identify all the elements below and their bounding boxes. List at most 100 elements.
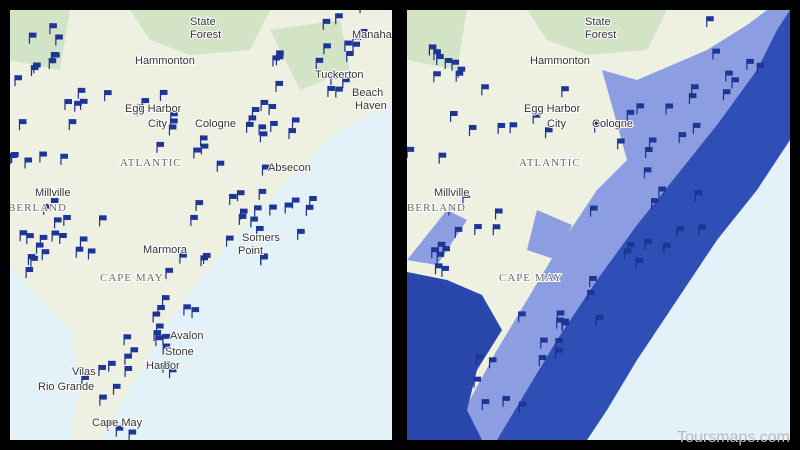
flag-icon xyxy=(327,85,335,91)
place-label: Hammonton xyxy=(530,55,590,67)
flag-icon xyxy=(52,52,60,58)
flag-icon xyxy=(69,119,77,125)
flag-icon xyxy=(39,151,47,157)
bay-flood xyxy=(407,272,502,440)
flag-icon xyxy=(160,89,168,95)
flag-icon xyxy=(157,141,165,147)
place-label: Cologne xyxy=(195,118,236,130)
flag-icon xyxy=(689,93,697,99)
place-label: Somers xyxy=(242,232,280,244)
flag-icon xyxy=(540,337,548,343)
flag-icon xyxy=(260,254,268,260)
flag-icon xyxy=(533,112,541,118)
flag-icon xyxy=(481,84,489,90)
place-label: Stone xyxy=(165,346,194,358)
flag-icon xyxy=(55,34,63,40)
flag-icon xyxy=(76,246,84,252)
place-label: Egg Harbor xyxy=(524,103,581,115)
flag-icon xyxy=(203,252,211,258)
flag-icon xyxy=(439,152,447,158)
flag-icon xyxy=(183,304,191,310)
flag-icon xyxy=(104,90,112,96)
flag-icon xyxy=(561,86,569,92)
flag-icon xyxy=(346,51,354,57)
flag-icon xyxy=(442,246,450,252)
flag-icon xyxy=(125,365,133,371)
flag-icon xyxy=(259,124,267,130)
flag-icon xyxy=(469,124,477,130)
flag-icon xyxy=(200,135,208,141)
flag-icon xyxy=(252,107,260,113)
flag-icon xyxy=(42,249,50,255)
flag-icon xyxy=(723,89,731,95)
flag-icon xyxy=(489,357,497,363)
place-label: City xyxy=(148,118,167,130)
flag-icon xyxy=(645,238,653,244)
place-label: CUMBERLAND xyxy=(379,202,466,214)
flag-icon xyxy=(353,41,361,47)
flag-icon xyxy=(246,121,254,127)
flag-icon xyxy=(237,190,245,196)
flag-icon xyxy=(192,307,200,313)
flag-icon xyxy=(297,228,305,234)
flag-icon xyxy=(691,84,699,90)
flag-icon xyxy=(645,147,653,153)
flag-icon xyxy=(99,215,107,221)
flag-icon xyxy=(107,419,115,425)
flag-icon xyxy=(627,109,635,115)
flag-icon xyxy=(201,143,209,149)
place-label: Absecon xyxy=(268,162,311,174)
flag-icon xyxy=(25,157,33,163)
flag-icon xyxy=(269,204,277,210)
flag-icon xyxy=(260,131,268,137)
flag-icon xyxy=(352,34,360,40)
flag-icon xyxy=(495,208,503,214)
place-label: Cologne xyxy=(592,118,633,130)
flag-icon xyxy=(256,225,264,231)
flag-icon xyxy=(43,203,51,209)
flag-icon xyxy=(52,230,60,236)
flag-icon xyxy=(30,255,38,261)
flag-icon xyxy=(556,317,564,323)
flag-icon xyxy=(289,128,297,134)
flag-icon xyxy=(441,265,449,271)
flag-icon xyxy=(165,267,173,273)
place-label: CUMBERLAND xyxy=(0,202,67,214)
flag-icon xyxy=(456,70,464,76)
flag-icon xyxy=(725,70,733,76)
flag-icon xyxy=(217,160,225,166)
flag-icon xyxy=(261,99,269,105)
flag-icon xyxy=(518,311,526,317)
flag-icon xyxy=(407,146,415,152)
flag-icon xyxy=(54,217,62,223)
flag-icon xyxy=(436,54,444,60)
flag-icon xyxy=(190,214,198,220)
flag-icon xyxy=(344,40,352,46)
flag-icon xyxy=(435,263,443,269)
place-label: Forest xyxy=(585,29,616,41)
place-label: Beach xyxy=(352,87,383,99)
flag-icon xyxy=(590,205,598,211)
flag-icon xyxy=(142,98,150,104)
place-label: Rio Grande xyxy=(38,381,94,393)
flag-icon xyxy=(240,208,248,214)
flag-icon xyxy=(124,334,132,340)
flag-icon xyxy=(80,98,88,104)
flag-icon xyxy=(26,233,34,239)
flag-icon xyxy=(649,137,657,143)
flag-icon xyxy=(462,192,470,198)
flag-icon xyxy=(677,226,685,232)
flag-icon xyxy=(74,100,82,106)
flag-icon xyxy=(162,361,170,367)
flag-icon xyxy=(360,28,368,34)
flag-icon xyxy=(269,103,277,109)
flag-icon xyxy=(169,124,177,130)
flag-icon xyxy=(98,364,106,370)
flag-icon xyxy=(636,257,644,263)
flag-icon xyxy=(503,395,511,401)
place-label: Millville xyxy=(434,187,469,199)
flag-icon xyxy=(276,50,284,56)
